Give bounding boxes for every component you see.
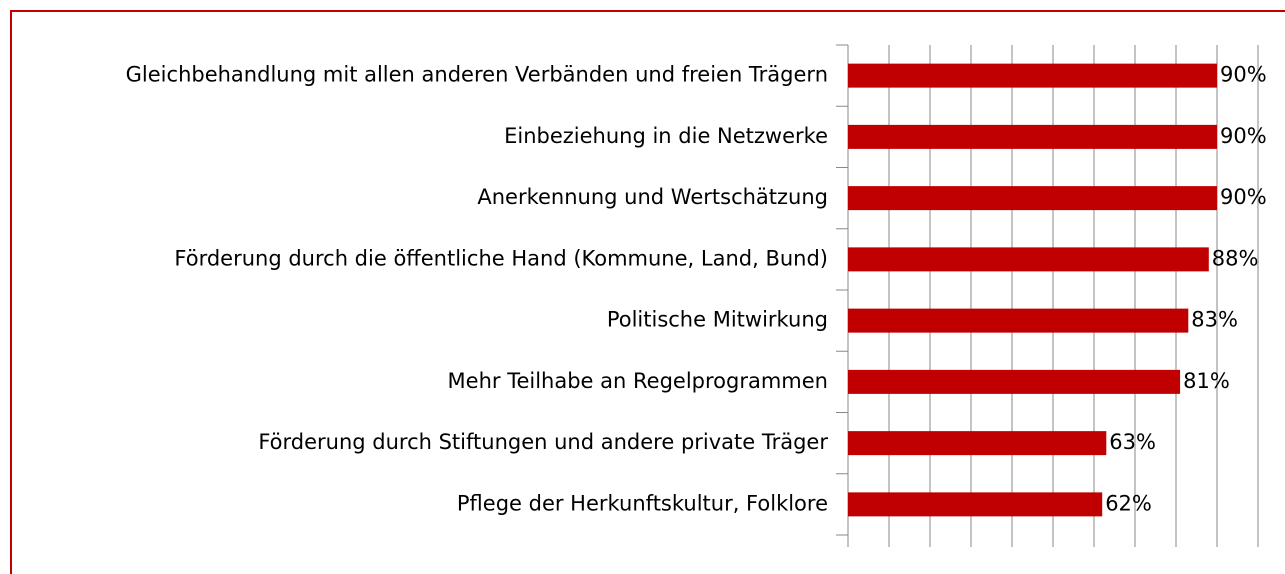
- y-tick-label: Förderung durch Stiftungen und andere pr…: [258, 430, 828, 454]
- value-label: 63%: [1109, 430, 1156, 454]
- bar: [848, 431, 1107, 456]
- bar: [848, 247, 1209, 272]
- value-label: 81%: [1183, 369, 1230, 393]
- value-label: 90%: [1220, 63, 1267, 87]
- bar: [848, 308, 1189, 333]
- y-tick-label: Anerkennung und Wertschätzung: [477, 185, 828, 209]
- frame: [10, 10, 1285, 574]
- y-tick-label: Gleichbehandlung mit allen anderen Verbä…: [126, 63, 828, 87]
- y-tick-label: Pflege der Herkunftskultur, Folklore: [457, 491, 828, 515]
- bar: [848, 63, 1217, 88]
- y-tick-label: Politische Mitwirkung: [607, 308, 828, 332]
- value-label: 90%: [1220, 124, 1267, 148]
- y-tick-label: Einbeziehung in die Netzwerke: [504, 124, 828, 148]
- value-label: 90%: [1220, 185, 1267, 209]
- y-tick-label: Förderung durch die öffentliche Hand (Ko…: [174, 246, 828, 270]
- bar: [848, 369, 1181, 394]
- bar: [848, 492, 1103, 517]
- bar: [848, 124, 1217, 149]
- bar: [848, 186, 1217, 211]
- value-label: 62%: [1105, 491, 1152, 515]
- y-tick-label: Mehr Teilhabe an Regelprogrammen: [448, 369, 828, 393]
- value-label: 88%: [1212, 246, 1259, 270]
- value-label: 83%: [1191, 308, 1238, 332]
